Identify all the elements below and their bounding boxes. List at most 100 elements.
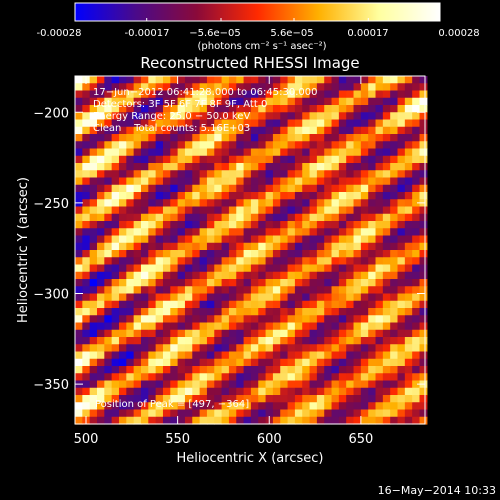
heatmap-cell bbox=[368, 395, 377, 403]
heatmap-cell bbox=[338, 416, 347, 425]
heatmap-cell bbox=[287, 366, 296, 374]
heatmap-cell bbox=[265, 90, 274, 99]
heatmap-cell bbox=[118, 112, 127, 121]
heatmap-cell bbox=[170, 257, 179, 266]
heatmap-cell bbox=[82, 141, 91, 150]
heatmap-cell bbox=[126, 199, 135, 208]
heatmap-cell bbox=[294, 199, 303, 208]
heatmap-cell bbox=[162, 119, 171, 128]
heatmap-cell bbox=[294, 235, 303, 244]
heatmap-cells bbox=[75, 76, 428, 425]
heatmap-cell bbox=[331, 286, 340, 295]
heatmap-cell bbox=[302, 177, 311, 186]
heatmap-cell bbox=[397, 373, 406, 382]
heatmap-cell bbox=[368, 337, 377, 345]
heatmap-cell bbox=[104, 90, 113, 99]
heatmap-cell bbox=[96, 177, 105, 186]
heatmap-cell bbox=[177, 366, 186, 374]
heatmap-cell bbox=[324, 409, 333, 418]
heatmap-cell bbox=[199, 97, 208, 106]
heatmap-cell bbox=[133, 184, 142, 193]
heatmap-cell bbox=[82, 380, 91, 389]
heatmap-cell bbox=[338, 134, 347, 142]
heatmap-cell bbox=[111, 90, 120, 99]
heatmap-cell bbox=[170, 119, 179, 128]
heatmap-cell bbox=[265, 402, 274, 411]
heatmap-cell bbox=[206, 300, 215, 309]
heatmap-cell bbox=[287, 242, 296, 251]
heatmap-cell bbox=[368, 155, 377, 164]
heatmap-cell bbox=[192, 177, 201, 186]
heatmap-cell bbox=[96, 170, 105, 179]
heatmap-cell bbox=[360, 337, 369, 345]
heatmap-cell bbox=[390, 250, 399, 258]
heatmap-cell bbox=[331, 184, 340, 193]
heatmap-cell bbox=[133, 192, 142, 200]
heatmap-cell bbox=[206, 213, 215, 222]
heatmap-cell bbox=[111, 221, 120, 229]
heatmap-cell bbox=[82, 409, 91, 418]
heatmap-cell bbox=[419, 242, 428, 251]
heatmap-cell bbox=[155, 221, 164, 229]
heatmap-cell bbox=[104, 112, 113, 121]
heatmap-cell bbox=[346, 228, 355, 237]
heatmap-cell bbox=[148, 134, 157, 142]
heatmap-cell bbox=[75, 112, 83, 121]
heatmap-cell bbox=[397, 213, 406, 222]
heatmap-cell bbox=[96, 416, 105, 425]
heatmap-cell bbox=[309, 177, 318, 186]
heatmap-cell bbox=[360, 206, 369, 215]
heatmap-cell bbox=[75, 105, 83, 113]
heatmap-cell bbox=[294, 126, 303, 135]
heatmap-cell bbox=[412, 416, 421, 425]
heatmap-cell bbox=[280, 112, 289, 121]
heatmap-cell bbox=[419, 344, 428, 353]
heatmap-cell bbox=[346, 322, 355, 331]
heatmap-cell bbox=[170, 242, 179, 251]
heatmap-cell bbox=[397, 293, 406, 302]
heatmap-cell bbox=[140, 97, 149, 106]
chart-title: Reconstructed RHESSI Image bbox=[140, 54, 359, 72]
heatmap-cell bbox=[346, 112, 355, 121]
heatmap-cell bbox=[221, 119, 230, 128]
heatmap-cell bbox=[309, 199, 318, 208]
heatmap-cell bbox=[118, 416, 127, 425]
heatmap-cell bbox=[111, 322, 120, 331]
heatmap-cell bbox=[412, 358, 421, 367]
heatmap-cell bbox=[338, 300, 347, 309]
heatmap-cell bbox=[236, 112, 245, 121]
heatmap-cell bbox=[316, 409, 325, 418]
heatmap-cell bbox=[287, 293, 296, 302]
heatmap-cell bbox=[140, 308, 149, 316]
heatmap-cell bbox=[177, 228, 186, 237]
heatmap-cell bbox=[419, 163, 428, 171]
heatmap-cell bbox=[331, 206, 340, 215]
heatmap-cell bbox=[199, 242, 208, 251]
heatmap-cell bbox=[280, 315, 289, 324]
x-tick-label: 550 bbox=[165, 432, 190, 447]
heatmap-cell bbox=[360, 119, 369, 128]
heatmap-cell bbox=[250, 112, 259, 121]
heatmap-cell bbox=[346, 358, 355, 367]
heatmap-cell bbox=[206, 134, 215, 142]
heatmap-cell bbox=[148, 90, 157, 99]
heatmap-cell bbox=[316, 184, 325, 193]
heatmap-cell bbox=[111, 97, 120, 106]
heatmap-cell bbox=[353, 250, 362, 258]
heatmap-cell bbox=[280, 387, 289, 396]
heatmap-cell bbox=[96, 344, 105, 353]
heatmap-cell bbox=[133, 329, 142, 338]
heatmap-cell bbox=[353, 141, 362, 150]
heatmap-cell bbox=[280, 351, 289, 360]
heatmap-cell bbox=[309, 163, 318, 171]
heatmap-cell bbox=[199, 257, 208, 266]
heatmap-cell bbox=[133, 83, 142, 92]
heatmap-cell bbox=[419, 416, 428, 425]
heatmap-cell bbox=[228, 119, 237, 128]
heatmap-cell bbox=[368, 141, 377, 150]
heatmap-cell bbox=[206, 242, 215, 251]
heatmap-cell bbox=[155, 358, 164, 367]
heatmap-cell bbox=[177, 170, 186, 179]
heatmap-cell bbox=[412, 112, 421, 121]
heatmap-cell bbox=[353, 300, 362, 309]
